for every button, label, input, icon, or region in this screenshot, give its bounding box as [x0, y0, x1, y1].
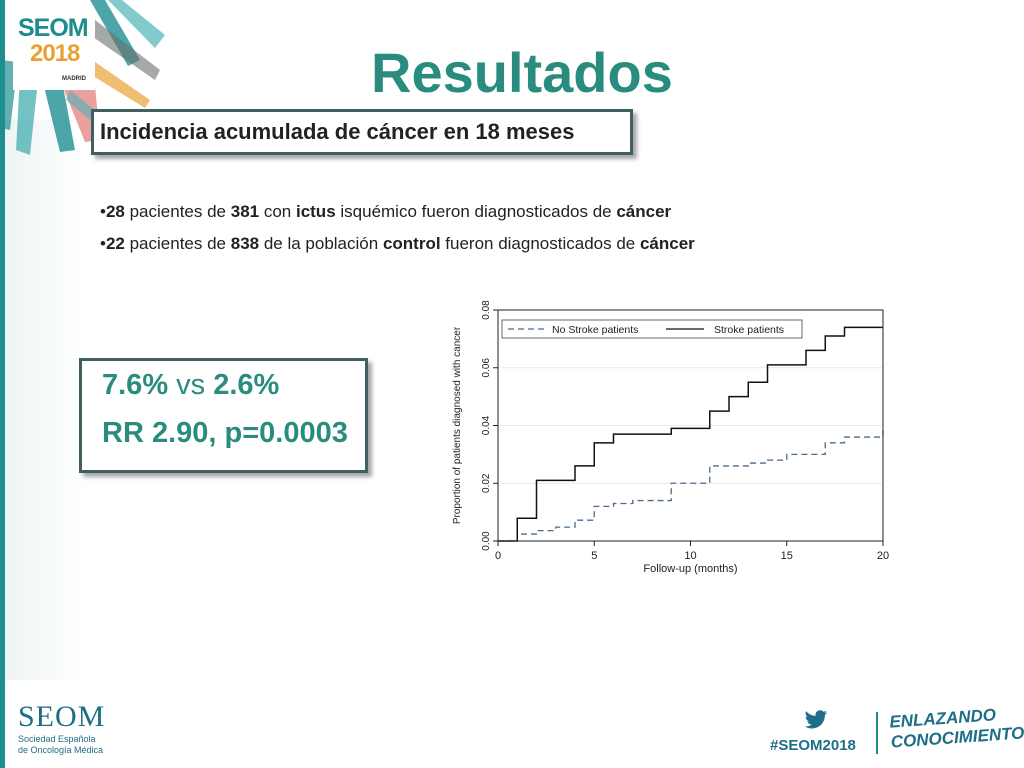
legend-box: [501, 319, 803, 339]
series-lines: [498, 326, 884, 542]
y-tick-label: 0.08: [481, 300, 492, 320]
stat-box: 7.6% vs 2.6% RR 2.90, p=0.0003: [79, 358, 368, 473]
logo-text-seom: SEOM: [18, 14, 89, 42]
logo-text-year: 2018: [30, 40, 80, 67]
slogan: ENLAZANDO CONOCIMIENTO: [888, 705, 1024, 752]
x-tick-label: 5: [591, 550, 597, 562]
x-tick-label: 20: [877, 550, 889, 562]
hashtag: #SEOM2018: [770, 737, 856, 754]
twitter-bird-icon: [804, 710, 828, 729]
bullet-item-stroke: •28 pacientes de 381 con ictus isquémico…: [100, 202, 672, 221]
x-tick-label: 15: [781, 550, 793, 562]
left-background-shade: [5, 120, 85, 680]
subtitle-text: Incidencia acumulada de cáncer en 18 mes…: [100, 119, 575, 144]
legend: No Stroke patients Stroke patients: [501, 319, 803, 339]
cumulative-incidence-chart: 0.00 0.02 0.04 0.06 0.08 0 5 10 15 20 Follow-up (m…: [440, 300, 900, 585]
left-accent-bar: [0, 0, 5, 768]
logo-text-city: MADRID: [62, 76, 86, 82]
bullet-list: •28 pacientes de 381 con ictus isquémico…: [100, 200, 695, 264]
x-axis-label: Follow-up (months): [643, 563, 737, 575]
relative-risk: RR 2.90, p=0.0003: [102, 417, 348, 449]
footer-divider: [876, 712, 878, 754]
y-tick-label: 0.00: [481, 531, 492, 551]
axes: 0.00 0.02 0.04 0.06 0.08 0 5 10 15 20 Follow-up (m…: [452, 300, 889, 575]
bullet-item-control: •22 pacientes de 838 de la población con…: [100, 234, 695, 253]
x-tick-label: 0: [495, 550, 501, 562]
footer-brand: SEOM: [18, 700, 106, 733]
series-line-stroke: [498, 326, 883, 542]
y-tick-label: 0.04: [481, 415, 492, 435]
y-axis-label: Proportion of patients diagnosed with ca…: [452, 326, 463, 524]
slide-title: Resultados: [371, 41, 673, 104]
x-tick-label: 10: [684, 550, 696, 562]
y-tick-label: 0.06: [481, 358, 492, 378]
series-line-no-stroke: [498, 425, 884, 542]
incidence-comparison: 7.6% vs 2.6%: [102, 369, 280, 401]
subtitle-box: Incidencia acumulada de cáncer en 18 mes…: [91, 109, 633, 155]
y-tick-label: 0.02: [481, 473, 492, 493]
legend-label: No Stroke patients: [552, 324, 638, 336]
legend-label: Stroke patients: [714, 324, 784, 336]
logo-background: [13, 10, 95, 90]
footer-society-name: Sociedad Española de Oncología Médica: [18, 734, 104, 755]
